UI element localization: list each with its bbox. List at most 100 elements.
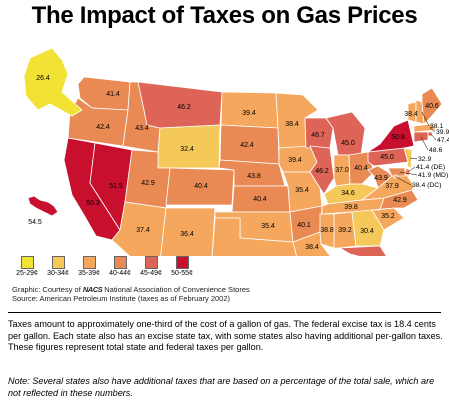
callout-label-md: 41.9 (MD) [418, 172, 448, 179]
value-label-nv: 51.5 [109, 183, 123, 190]
value-label-tn: 39.8 [344, 204, 358, 211]
state-ak [23, 47, 83, 117]
state-wi [304, 117, 334, 149]
value-label-va: 37.9 [385, 183, 399, 190]
value-label-ga: 30.4 [360, 228, 374, 235]
callout-line-md [399, 171, 418, 176]
legend-item: 30-34¢ [43, 256, 73, 277]
credits-source: Source: American Petroleum Institute (ta… [12, 294, 231, 303]
legend-label: 25-29¢ [16, 270, 38, 277]
state-nm [160, 207, 216, 256]
credits: Graphic: Courtesy of NACS National Assoc… [12, 285, 250, 303]
value-label-ia: 39.4 [288, 157, 302, 164]
state-fl [338, 245, 387, 256]
legend-swatch [145, 256, 158, 269]
legend-swatch [176, 256, 189, 269]
callout-labels: 38.139.947.4 (RI) 48.6 32.941.4 (DE)41.9 (… [412, 123, 449, 189]
state-ma [413, 123, 437, 133]
state-tx [211, 217, 297, 256]
legend-item: 35-39¢ [74, 256, 104, 277]
value-label-oh: 40.4 [354, 165, 368, 172]
callout-leader-lines [395, 111, 437, 186]
value-label-wa: 41.4 [106, 91, 120, 98]
callout-label-nh: 38.1 [430, 123, 443, 130]
state-il [309, 145, 335, 195]
value-label-wv: 43.9 [374, 175, 388, 182]
description: Taxes amount to approximately one-third … [8, 319, 443, 353]
legend-swatch [83, 256, 96, 269]
value-label-in: 37.0 [335, 167, 349, 174]
callout-label-dc: 38.4 (DC) [412, 182, 441, 189]
value-label-sd: 42.4 [240, 142, 254, 149]
value-label-hi: 54.5 [28, 219, 42, 226]
value-label-ks: 40.4 [253, 196, 267, 203]
value-label-pa: 45.0 [380, 154, 394, 161]
value-label-ky: 34.6 [341, 190, 355, 197]
legend-item: 40-44¢ [105, 256, 135, 277]
legend-item: 45-49¢ [136, 256, 166, 277]
value-label-az: 37.4 [136, 227, 150, 234]
state-co [165, 167, 235, 206]
state-ms [319, 213, 335, 249]
value-label-al: 39.2 [338, 227, 352, 234]
value-label-il: 46.2 [315, 168, 329, 175]
state-ga [351, 209, 385, 247]
state-wy [157, 124, 221, 169]
state-ri [427, 131, 433, 137]
legend-item: 25-29¢ [12, 256, 42, 277]
credits-suffix: National Association of Convenience Stor… [104, 285, 250, 294]
callout-label-nj: 32.9 [418, 156, 431, 163]
state-value-labels: 41.4 42.4 43.4 46.2 32.4 50.3 51.5 42.9 40.4 37.4… [28, 75, 439, 251]
legend-item: 50-55¢ [167, 256, 197, 277]
value-label-mi: 45.0 [341, 140, 355, 147]
value-label-ms: 38.8 [320, 227, 334, 234]
legend: 25-29¢ 30-34¢ 35-39¢ 40-44¢ 45-49¢ 50-55¢ [12, 256, 212, 277]
state-al [333, 211, 357, 249]
state-hi [27, 195, 59, 217]
callout-line-ri [430, 133, 437, 141]
state-nc [371, 189, 419, 211]
value-label-la: 38.4 [305, 244, 319, 251]
value-label-ar: 40.1 [297, 222, 311, 229]
legend-swatch [21, 256, 34, 269]
value-label-me: 40.6 [425, 103, 439, 110]
callout-label-ri: 47.4 (RI) [437, 137, 449, 144]
legend-swatch [114, 256, 127, 269]
us-gas-tax-map: 41.4 42.4 43.4 46.2 32.4 50.3 51.5 42.9 40.4 37.4… [23, 47, 449, 256]
callout-line-ma [429, 127, 436, 133]
value-label-or: 42.4 [96, 124, 110, 131]
callout-label-ct: 48.6 [429, 147, 442, 154]
chart-title: The Impact of Taxes on Gas Prices [31, 2, 418, 29]
callout-line-ct [420, 136, 429, 151]
divider [8, 312, 441, 313]
legend-label: 40-44¢ [109, 270, 131, 277]
value-label-wy: 32.4 [180, 146, 194, 153]
note: Note: Several states also have additiona… [8, 376, 435, 398]
value-label-wi: 46.7 [311, 132, 325, 139]
value-label-nm: 36.4 [180, 231, 194, 238]
credits-prefix: Graphic: Courtesy of [12, 285, 81, 294]
value-label-ny: 50.8 [391, 134, 405, 141]
callout-label-ma: 39.9 [436, 129, 449, 136]
value-label-nc: 42.9 [393, 197, 407, 204]
value-label-ne: 43.8 [247, 173, 261, 180]
callout-label-de: 41.4 (DE) [416, 164, 445, 171]
nacs-logo: NACS [82, 285, 103, 294]
value-label-ok: 35.4 [261, 223, 275, 230]
legend-label: 45-49¢ [140, 270, 162, 277]
value-label-co: 40.4 [194, 183, 208, 190]
callout-line-nh [421, 111, 430, 127]
state-de [404, 167, 411, 177]
state-nj [403, 147, 413, 169]
state-md [387, 167, 406, 177]
callout-line-nj [409, 157, 418, 160]
value-label-mo: 35.4 [295, 187, 309, 194]
value-label-ak: 26.4 [36, 75, 50, 82]
value-label-id: 43.4 [135, 125, 149, 132]
value-label-ca: 50.3 [86, 200, 100, 207]
callout-line-dc [395, 176, 412, 186]
legend-swatch [52, 256, 65, 269]
value-label-nd: 39.4 [242, 110, 256, 117]
value-label-vt: 38.4 [404, 111, 418, 118]
state-me [421, 87, 443, 125]
